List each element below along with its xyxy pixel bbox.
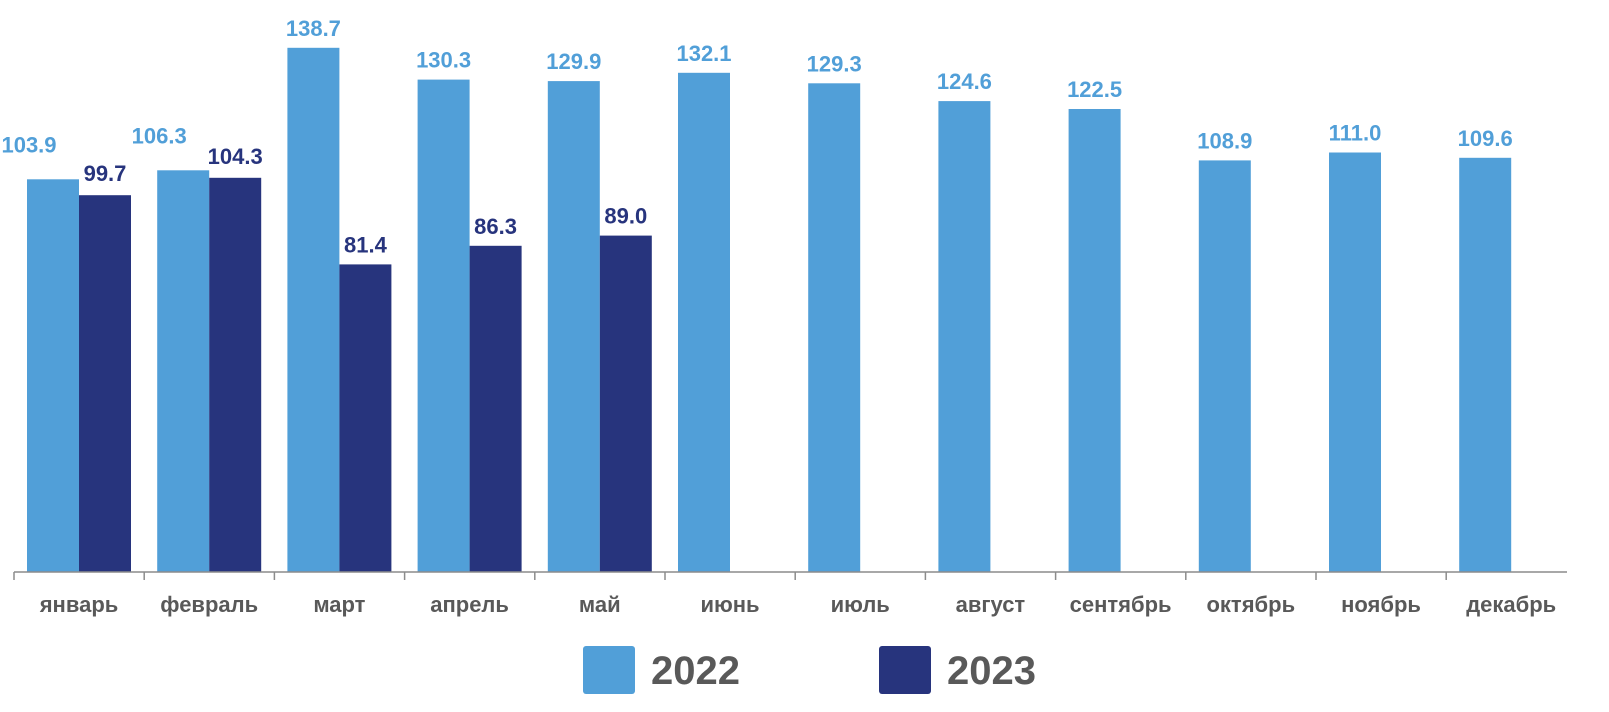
x-tick-label-ноябрь: ноябрь <box>1341 592 1421 617</box>
bar-2023-апрель <box>469 245 522 573</box>
bars-layer <box>27 47 1512 573</box>
x-tick-label-январь: январь <box>39 592 119 617</box>
bar-2022-сентябрь <box>1068 109 1121 572</box>
bar-2023-февраль <box>209 177 262 573</box>
x-tick-label-декабрь: декабрь <box>1466 592 1556 617</box>
value-label-2023-май: 89.0 <box>604 204 647 229</box>
x-tick-label-май: май <box>579 592 621 617</box>
bar-2022-июнь <box>678 72 730 573</box>
value-label-2022-март: 138.7 <box>286 16 341 41</box>
bar-2022-декабрь <box>1459 157 1512 573</box>
legend-label-2023: 2023 <box>947 649 1036 693</box>
x-tick-label-сентябрь: сентябрь <box>1070 592 1172 617</box>
legend-swatch-2022 <box>583 646 635 694</box>
value-label-2022-декабрь: 109.6 <box>1458 126 1513 151</box>
bar-2023-март <box>339 264 392 572</box>
bar-2022-октябрь <box>1198 160 1251 572</box>
bar-2022-апрель <box>417 79 470 572</box>
value-label-2022-июль: 129.3 <box>807 51 862 76</box>
bar-2022-август <box>938 101 991 572</box>
value-label-2022-апрель: 130.3 <box>416 48 471 73</box>
x-tick-label-октябрь: октябрь <box>1206 592 1295 617</box>
x-axis <box>13 571 1567 580</box>
bar-2023-май <box>599 235 652 572</box>
value-label-2022-январь: 103.9 <box>1 132 56 157</box>
legend: 2022 2023 <box>583 646 1036 694</box>
value-label-2023-март: 81.4 <box>344 232 388 257</box>
bar-2022-февраль <box>157 170 210 573</box>
x-tick-label-март: март <box>313 592 365 617</box>
value-label-2023-апрель: 86.3 <box>474 214 517 239</box>
x-tick-label-июнь: июнь <box>700 592 759 617</box>
legend-label-2022: 2022 <box>651 649 740 693</box>
value-label-2022-ноябрь: 111.0 <box>1329 121 1382 146</box>
bar-2022-май <box>547 81 600 572</box>
value-label-2022-май: 129.9 <box>546 49 601 74</box>
x-tick-label-август: август <box>956 592 1026 617</box>
value-label-2022-октябрь: 108.9 <box>1197 128 1252 153</box>
value-label-2022-сентябрь: 122.5 <box>1067 77 1122 102</box>
legend-swatch-2023 <box>879 646 931 694</box>
x-tick-label-апрель: апрель <box>430 592 509 617</box>
bar-2023-январь <box>79 195 131 572</box>
bar-2022-март <box>287 47 340 573</box>
value-label-2023-февраль: 104.3 <box>208 144 263 169</box>
value-label-2022-август: 124.6 <box>937 69 992 94</box>
x-tick-label-июль: июль <box>831 592 890 617</box>
value-label-2023-январь: 99.7 <box>84 161 127 186</box>
value-label-2022-февраль: 106.3 <box>132 123 187 148</box>
bar-2022-ноябрь <box>1329 152 1381 572</box>
bar-2022-июль <box>808 83 861 573</box>
x-tick-label-февраль: февраль <box>160 592 258 617</box>
bar-2022-январь <box>27 179 79 573</box>
value-label-2022-июнь: 132.1 <box>676 41 731 66</box>
x-tick-labels: январь февраль март апрель май июнь июль август… <box>39 592 1556 617</box>
